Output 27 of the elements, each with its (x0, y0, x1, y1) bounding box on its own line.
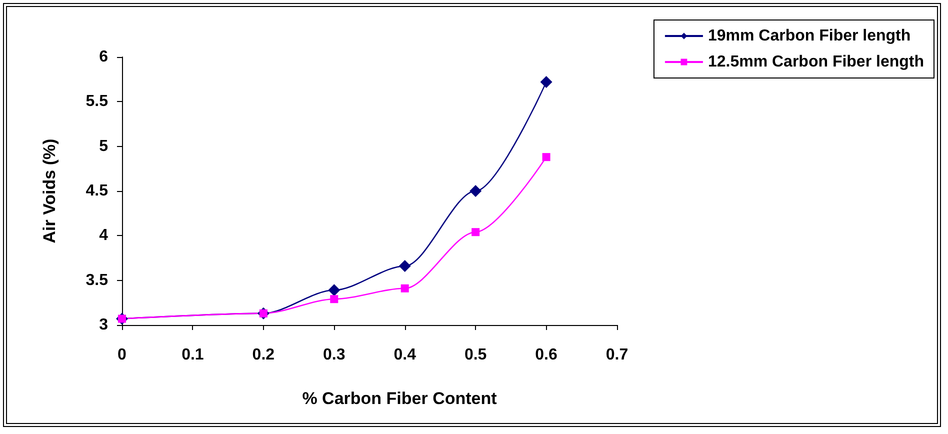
y-tick-label: 6 (99, 48, 108, 66)
legend-label: 12.5mm Carbon Fiber length (708, 54, 924, 70)
point (540, 76, 552, 88)
y-tick-label: 4.5 (86, 182, 108, 200)
point (472, 228, 480, 236)
point (398, 260, 411, 272)
x-axis-title: % Carbon Fiber Content (302, 389, 498, 408)
x-tick-label: 0.5 (464, 346, 487, 364)
point (400, 284, 409, 292)
x-tick-label: 0.6 (535, 346, 558, 364)
y-tick-label: 3.5 (86, 272, 108, 289)
legend-label: 19mm Carbon Fiber length (708, 28, 911, 44)
x-tick-label: 0.2 (252, 346, 275, 364)
point (542, 153, 550, 162)
point (328, 284, 340, 296)
y-tick-label: 4 (99, 227, 108, 244)
y-tick-label: 3 (99, 316, 108, 334)
x-tick-label: 0.7 (606, 346, 628, 364)
x-tick-label: 0.3 (323, 346, 346, 364)
x-tick-label: 0.1 (182, 346, 204, 364)
x-tick-label: 0 (118, 346, 127, 364)
y-tick-label: 5.5 (86, 93, 108, 110)
point (470, 185, 482, 197)
y-tick-label: 5 (99, 138, 108, 155)
y-axis-title: Air Voids (%) (40, 138, 59, 244)
x-tick-label: 0.4 (394, 346, 416, 364)
point (330, 295, 338, 304)
